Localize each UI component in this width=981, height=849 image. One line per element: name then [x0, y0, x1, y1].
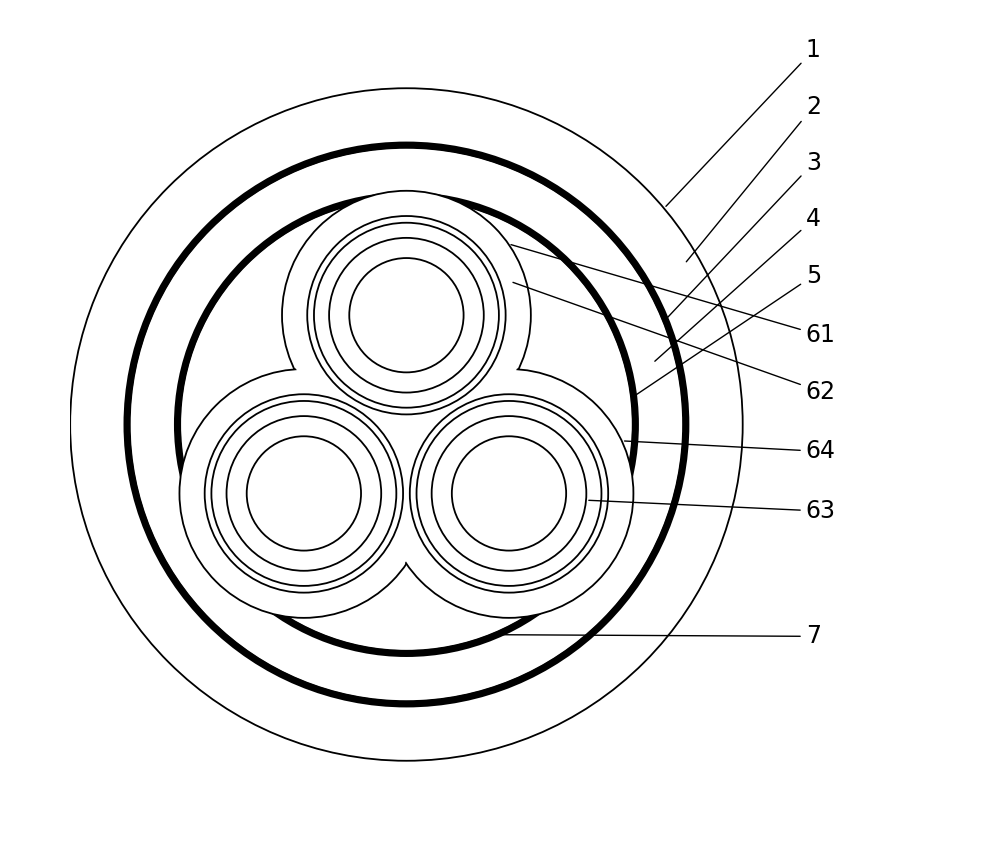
Circle shape [246, 436, 361, 551]
Circle shape [418, 402, 599, 584]
Circle shape [385, 369, 634, 618]
Circle shape [211, 401, 396, 586]
Circle shape [307, 216, 505, 414]
Circle shape [71, 88, 743, 761]
Text: 7: 7 [493, 624, 821, 649]
Circle shape [229, 418, 380, 569]
Circle shape [72, 90, 741, 759]
Text: 62: 62 [513, 283, 836, 404]
Circle shape [417, 401, 601, 586]
Circle shape [130, 149, 682, 700]
Text: 5: 5 [636, 264, 821, 395]
Circle shape [411, 396, 606, 591]
Circle shape [205, 394, 403, 593]
Circle shape [282, 191, 531, 440]
Circle shape [284, 193, 529, 438]
Circle shape [128, 145, 686, 704]
Circle shape [331, 239, 482, 391]
Circle shape [180, 369, 429, 618]
Circle shape [387, 371, 632, 616]
Circle shape [227, 416, 382, 571]
Circle shape [309, 217, 504, 413]
Circle shape [181, 200, 632, 649]
Circle shape [181, 371, 427, 616]
Circle shape [349, 258, 464, 373]
Text: 3: 3 [667, 151, 821, 318]
Circle shape [314, 222, 499, 408]
Text: 61: 61 [511, 245, 836, 347]
Text: 1: 1 [666, 38, 821, 206]
Text: 2: 2 [687, 95, 821, 261]
Circle shape [316, 224, 497, 406]
Circle shape [213, 402, 394, 584]
Circle shape [410, 394, 608, 593]
Circle shape [329, 238, 484, 392]
Text: 63: 63 [589, 499, 836, 523]
Circle shape [206, 396, 401, 591]
Text: 64: 64 [625, 440, 836, 464]
Circle shape [178, 196, 635, 653]
Text: 4: 4 [655, 207, 821, 361]
Circle shape [434, 418, 585, 569]
Circle shape [432, 416, 587, 571]
Circle shape [452, 436, 566, 551]
